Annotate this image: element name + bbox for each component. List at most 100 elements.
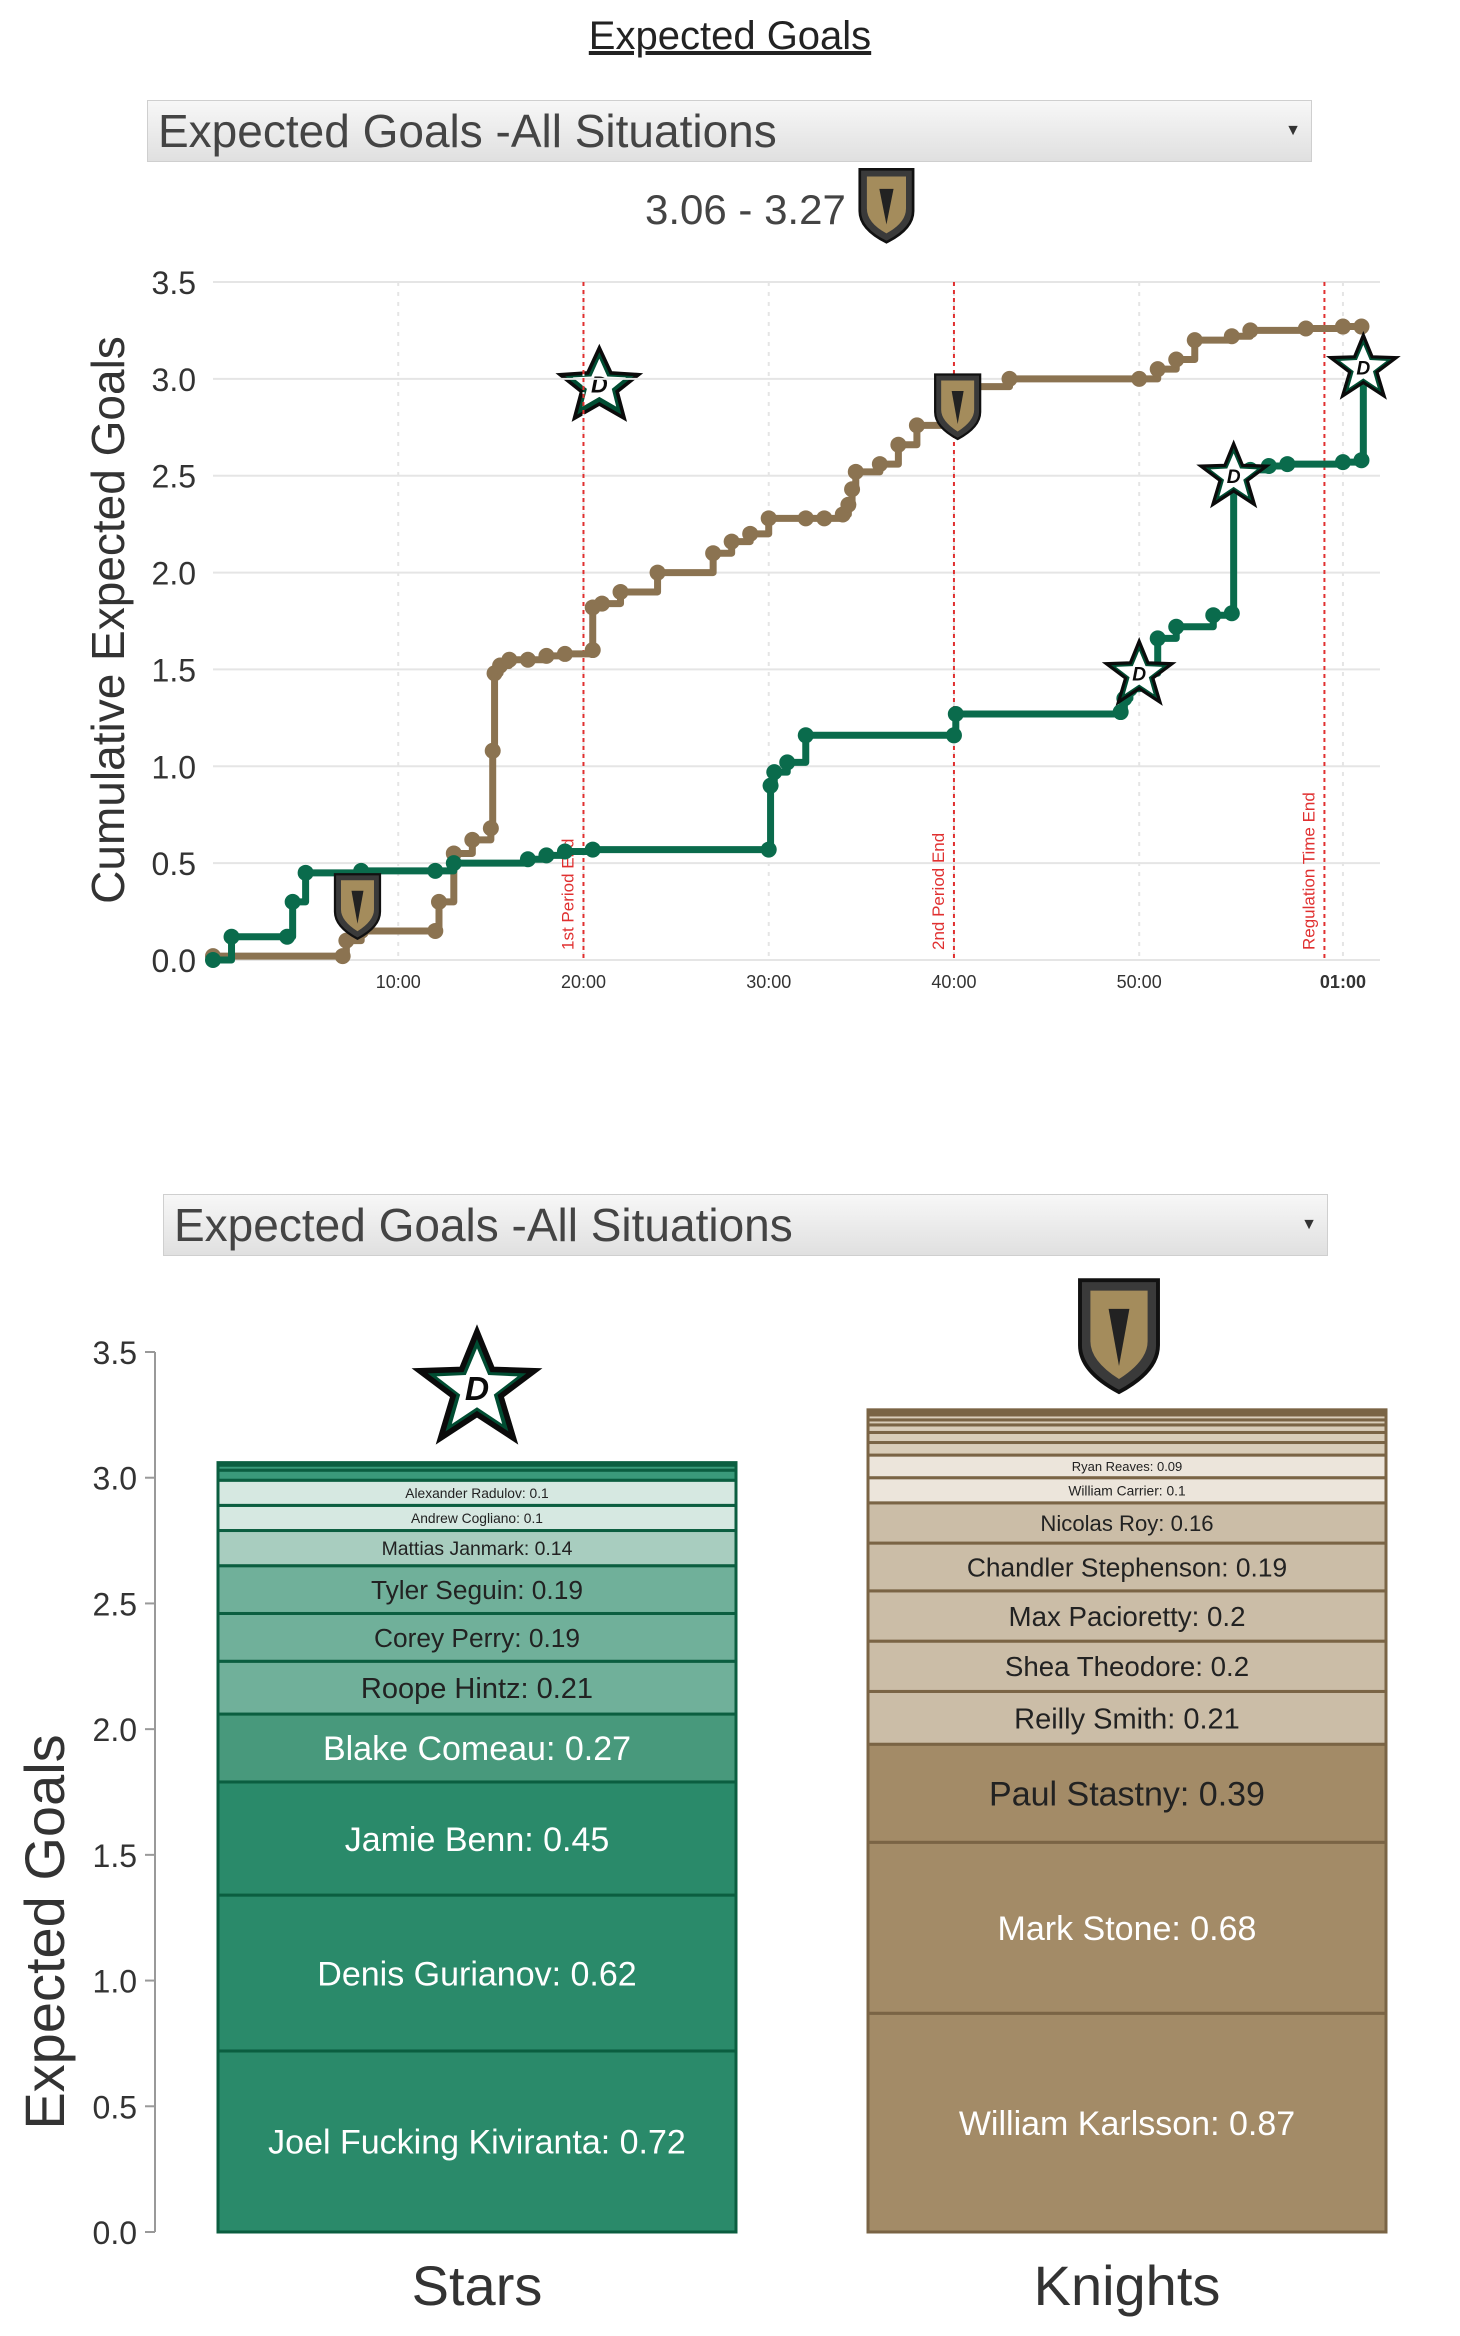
knights-shot-point — [430, 893, 447, 910]
stars-goal-icon: D — [1101, 637, 1177, 706]
y-tick-label: 2.0 — [152, 556, 196, 592]
stars-shot-point — [1149, 630, 1166, 647]
stars-segment-label: Denis Gurianov: 0.62 — [317, 1955, 636, 1993]
knights-shot-point — [844, 481, 861, 498]
knights-segment-label: William Carrier: 0.1 — [1068, 1483, 1185, 1498]
knights-shot-point — [1131, 370, 1148, 387]
stars-shot-point — [766, 764, 783, 781]
x-tick-label: 50:00 — [1117, 972, 1162, 992]
y-tick-label: 2.5 — [152, 459, 196, 495]
stars-segment-label: Tyler Seguin: 0.19 — [371, 1575, 583, 1605]
x-tick-label: 40:00 — [931, 972, 976, 992]
knights-shot-point — [1149, 361, 1166, 378]
svg-text:D: D — [1227, 467, 1241, 488]
knights-segment-label: Shea Theodore: 0.2 — [1005, 1651, 1249, 1682]
knights-logo-icon — [858, 168, 915, 244]
y-tick-label: 2.5 — [93, 1586, 137, 1622]
stars-bar-segment — [216, 1564, 738, 1615]
knights-segment-label: Max Pacioretty: 0.2 — [1009, 1601, 1246, 1632]
svg-text:D: D — [465, 1371, 489, 1408]
knights-shot-point — [649, 564, 666, 581]
stars-segment-label: Roope Hintz: 0.21 — [361, 1673, 593, 1705]
knights-shot-point — [594, 595, 610, 612]
stars-shot-point — [947, 705, 964, 722]
y-tick-label: 3.0 — [93, 1461, 137, 1497]
knights-shot-point — [482, 820, 499, 837]
stars-shot-point — [762, 777, 779, 794]
line-chart-grid — [213, 281, 1380, 961]
stars-shot-point — [445, 855, 462, 872]
stars-bar-segment — [216, 1780, 738, 1897]
knights-goal-icon — [333, 873, 382, 941]
stars-shot-point — [1353, 452, 1370, 469]
stars-segment-label: Corey Perry: 0.19 — [374, 1623, 580, 1653]
stars-shot-point — [1223, 605, 1240, 622]
stars-shot-point — [519, 851, 536, 868]
stars-shot-point — [205, 952, 221, 968]
knights-shot-point — [538, 647, 555, 664]
knights-shot-point — [501, 651, 518, 668]
stars-shot-point — [1279, 456, 1296, 473]
knights-shot-point — [1242, 322, 1259, 339]
y-tick-label: 1.0 — [93, 1964, 137, 2000]
knights-logo-icon — [1078, 1278, 1160, 1395]
svg-text:D: D — [1356, 358, 1370, 379]
stars-shot-point — [223, 928, 240, 945]
knights-shot-point — [705, 545, 722, 562]
stars-shot-point — [779, 754, 796, 771]
knights-shot-point — [1223, 328, 1240, 345]
y-tick-label: 3.0 — [152, 362, 196, 398]
bar-chart-y-ticks: 0.0 0.5 1.0 1.5 2.0 2.5 3.0 3.5 — [93, 1335, 156, 2251]
x-tick-label: 30:00 — [746, 972, 791, 992]
knights-bar-segment — [866, 1589, 1388, 1643]
knights-shot-point — [612, 583, 629, 600]
knights-shot-point — [760, 510, 777, 527]
knights-shot-point — [840, 496, 857, 513]
knights-shot-point — [723, 533, 740, 550]
stars-shot-point — [1168, 618, 1185, 635]
situation-select-bottom[interactable]: Expected Goals -All Situations ▼ — [163, 1194, 1328, 1256]
stars-bar-segment — [216, 1468, 738, 1482]
x-tick-label: 10:00 — [376, 972, 421, 992]
y-tick-label: 3.5 — [93, 1335, 137, 1371]
y-tick-label: 0.0 — [152, 943, 196, 979]
knights-shot-point — [908, 417, 925, 434]
chevron-down-icon: ▼ — [1301, 1216, 1317, 1233]
stars-shot-point — [538, 847, 555, 864]
stars-segment-label: Jamie Benn: 0.45 — [345, 1821, 610, 1859]
knights-shot-point — [742, 525, 759, 542]
y-tick-label: 1.5 — [152, 652, 196, 688]
score-text: 3.06 - 3.27 — [645, 186, 846, 233]
stars-bar-segment — [216, 2049, 738, 2234]
knights-segment-label: Ryan Reaves: 0.09 — [1072, 1459, 1183, 1474]
stars-bar-segment — [216, 1461, 738, 1467]
knights-shot-point — [556, 645, 573, 662]
knights-segment-label: William Karlsson: 0.87 — [959, 2105, 1295, 2143]
stars-goal-icon: D — [1325, 330, 1401, 400]
knights-bar-segment — [866, 2011, 1388, 2234]
stars-shot-point — [1205, 607, 1222, 624]
stars-bar-segment — [216, 1503, 738, 1533]
stars-shot-point — [556, 843, 573, 860]
stars-shot-point — [1112, 704, 1129, 721]
stars-xg-line — [213, 367, 1367, 964]
situation-select-top[interactable]: Expected Goals -All Situations ▼ — [147, 100, 1312, 162]
stars-shot-point — [427, 862, 444, 879]
stars-logo-icon: D — [555, 343, 644, 422]
knights-shot-point — [584, 642, 601, 659]
score-line: D — [555, 168, 915, 422]
knights-segment-label: Chandler Stephenson: 0.19 — [967, 1552, 1287, 1582]
knights-bar-segment — [866, 1689, 1388, 1746]
knights-shot-point — [1297, 320, 1314, 337]
y-tick-label: 3.5 — [152, 265, 196, 301]
knights-bar-segment — [866, 1840, 1388, 2015]
bar-chart-categories: Stars Knights — [412, 2254, 1221, 2317]
bar-chart-y-label: Expected Goals — [13, 1734, 76, 2129]
knights-segment-label: Nicolas Roy: 0.16 — [1040, 1511, 1213, 1536]
page-title: Expected Goals — [588, 14, 872, 58]
y-tick-label: 1.0 — [152, 749, 196, 785]
y-tick-label: 1.5 — [93, 1838, 137, 1874]
knights-shot-point — [797, 510, 814, 527]
stacked-bars: Joel Fucking Kiviranta: 0.72 Denis Gurian… — [216, 1408, 1388, 2234]
knights-bar-segment — [866, 1541, 1388, 1593]
